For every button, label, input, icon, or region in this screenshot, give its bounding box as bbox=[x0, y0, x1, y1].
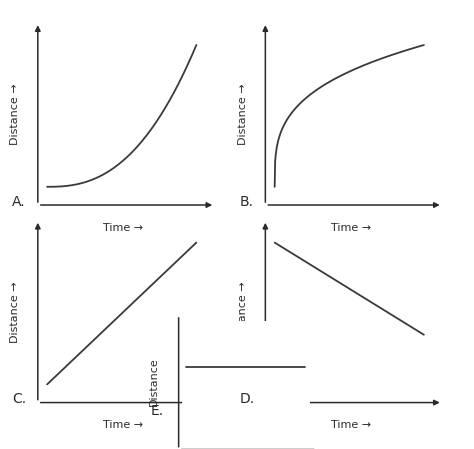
Text: Distance →: Distance → bbox=[10, 84, 20, 145]
Text: Time →: Time → bbox=[103, 223, 143, 233]
Text: Distance →: Distance → bbox=[10, 281, 20, 343]
Text: Time →: Time → bbox=[331, 420, 371, 430]
Text: A.: A. bbox=[12, 195, 26, 209]
Text: Distance →: Distance → bbox=[238, 281, 248, 343]
Text: E.: E. bbox=[151, 404, 164, 418]
Text: Time →: Time → bbox=[331, 223, 371, 233]
Text: Time →: Time → bbox=[103, 420, 143, 430]
Text: Distance →: Distance → bbox=[238, 84, 248, 145]
Text: C.: C. bbox=[12, 392, 26, 406]
Text: Distance: Distance bbox=[149, 357, 159, 406]
Text: B.: B. bbox=[239, 195, 254, 209]
Text: D.: D. bbox=[239, 392, 255, 406]
